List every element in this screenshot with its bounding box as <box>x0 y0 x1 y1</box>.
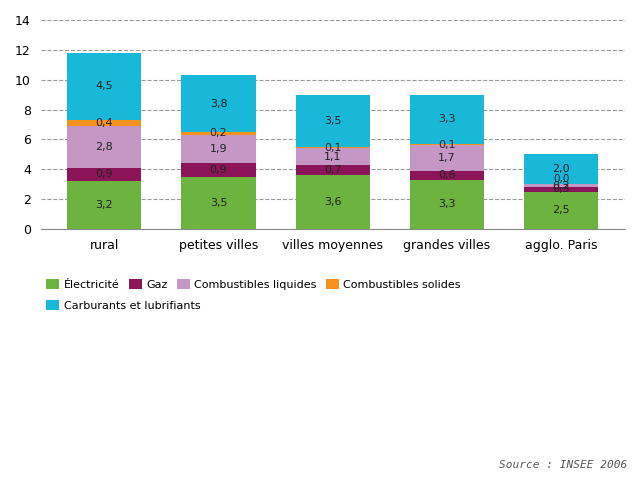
Text: 3,5: 3,5 <box>324 116 342 126</box>
Bar <box>181 163 255 177</box>
Text: 2,5: 2,5 <box>552 205 570 215</box>
Bar <box>181 132 255 135</box>
Bar <box>524 184 598 187</box>
Bar <box>296 175 370 229</box>
Bar <box>67 53 141 120</box>
Text: 0,1: 0,1 <box>324 143 342 153</box>
Text: 3,3: 3,3 <box>438 199 456 209</box>
Bar <box>181 135 255 163</box>
Text: 0,4: 0,4 <box>95 118 113 128</box>
Text: 1,1: 1,1 <box>324 152 342 162</box>
Bar <box>296 95 370 147</box>
Bar <box>67 181 141 229</box>
Text: 0,2: 0,2 <box>210 129 227 138</box>
Text: 0,7: 0,7 <box>324 165 342 175</box>
Bar <box>67 168 141 181</box>
Bar <box>296 165 370 175</box>
Text: 0,0: 0,0 <box>553 174 570 183</box>
Bar <box>67 126 141 168</box>
Text: 3,2: 3,2 <box>95 200 113 210</box>
Text: 0,6: 0,6 <box>438 170 456 180</box>
Bar <box>524 187 598 192</box>
Text: 0,9: 0,9 <box>210 165 227 175</box>
Text: Source : INSEE 2006: Source : INSEE 2006 <box>499 460 627 470</box>
Bar <box>410 180 484 229</box>
Bar <box>410 144 484 145</box>
Text: 0,9: 0,9 <box>95 169 113 180</box>
Text: 0,2: 0,2 <box>552 180 570 191</box>
Bar <box>296 148 370 165</box>
Bar <box>524 154 598 184</box>
Bar <box>296 147 370 148</box>
Bar <box>410 171 484 180</box>
Text: 4,5: 4,5 <box>95 82 113 91</box>
Text: 2,0: 2,0 <box>552 164 570 174</box>
Text: 3,3: 3,3 <box>438 114 456 124</box>
Text: 1,9: 1,9 <box>210 144 227 154</box>
Text: 3,6: 3,6 <box>324 197 342 207</box>
Text: 2,8: 2,8 <box>95 142 113 152</box>
Text: 1,7: 1,7 <box>438 153 456 163</box>
Bar <box>410 145 484 171</box>
Bar <box>410 95 484 144</box>
Text: 0,1: 0,1 <box>438 140 456 150</box>
Text: 3,8: 3,8 <box>210 98 227 108</box>
Text: 3,5: 3,5 <box>210 198 227 208</box>
Bar <box>67 120 141 126</box>
Bar <box>181 177 255 229</box>
Bar <box>524 192 598 229</box>
Legend: Carburants et lubrifiants: Carburants et lubrifiants <box>46 300 200 311</box>
Bar <box>181 75 255 132</box>
Text: 0,3: 0,3 <box>552 184 570 194</box>
